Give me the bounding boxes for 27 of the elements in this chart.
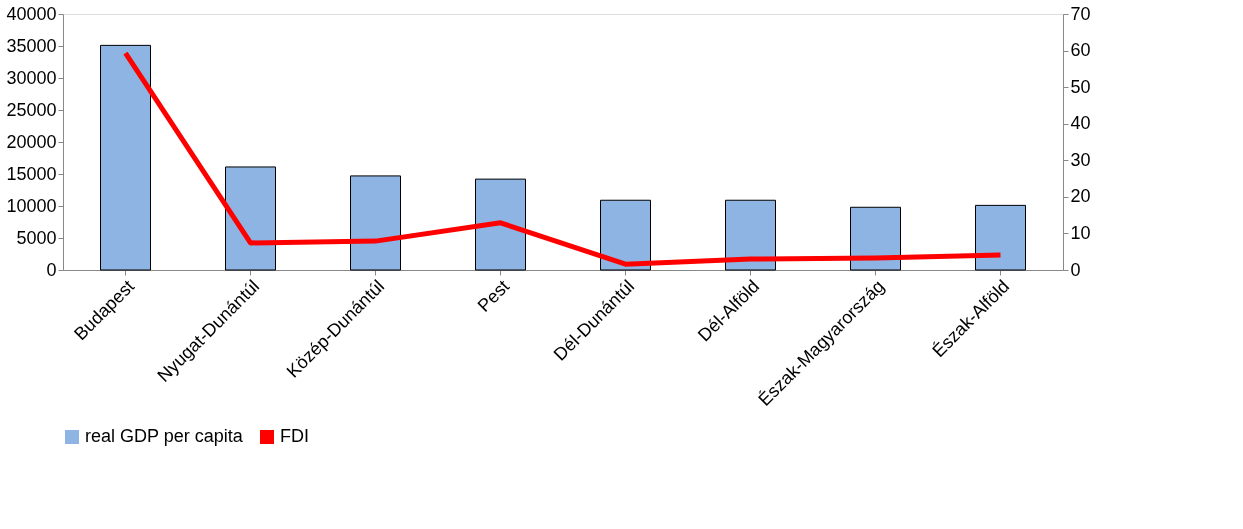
bar — [975, 204, 1026, 271]
y2-tick-label: 30 — [1070, 149, 1091, 170]
bar — [850, 206, 901, 271]
y2-tick-label: 70 — [1070, 3, 1091, 24]
y-tick-label: 15000 — [6, 163, 57, 184]
bar — [600, 199, 651, 271]
y-tick-label: 30000 — [6, 67, 57, 88]
y2-tick-label: 60 — [1070, 40, 1091, 61]
bar — [225, 166, 276, 271]
y2-tick-label: 10 — [1070, 222, 1091, 243]
y-tick-label: 10000 — [6, 195, 57, 216]
y-tick-label: 40000 — [6, 3, 57, 24]
y-tick-label: 5000 — [16, 227, 57, 248]
legend-label: FDI — [280, 426, 309, 446]
bar — [350, 175, 401, 271]
y2-tick-label: 50 — [1070, 76, 1091, 97]
legend-label: real GDP per capita — [85, 426, 244, 446]
y-tick-label: 35000 — [6, 35, 57, 56]
bar — [725, 199, 776, 271]
y2-tick-label: 20 — [1070, 186, 1091, 207]
y-tick-label: 0 — [46, 259, 57, 280]
y-tick-label: 20000 — [6, 131, 57, 152]
y2-tick-label: 0 — [1070, 259, 1081, 280]
y2-tick-label: 40 — [1070, 113, 1091, 134]
bar — [100, 44, 151, 271]
bar — [475, 178, 526, 271]
y-tick-label: 25000 — [6, 99, 57, 120]
